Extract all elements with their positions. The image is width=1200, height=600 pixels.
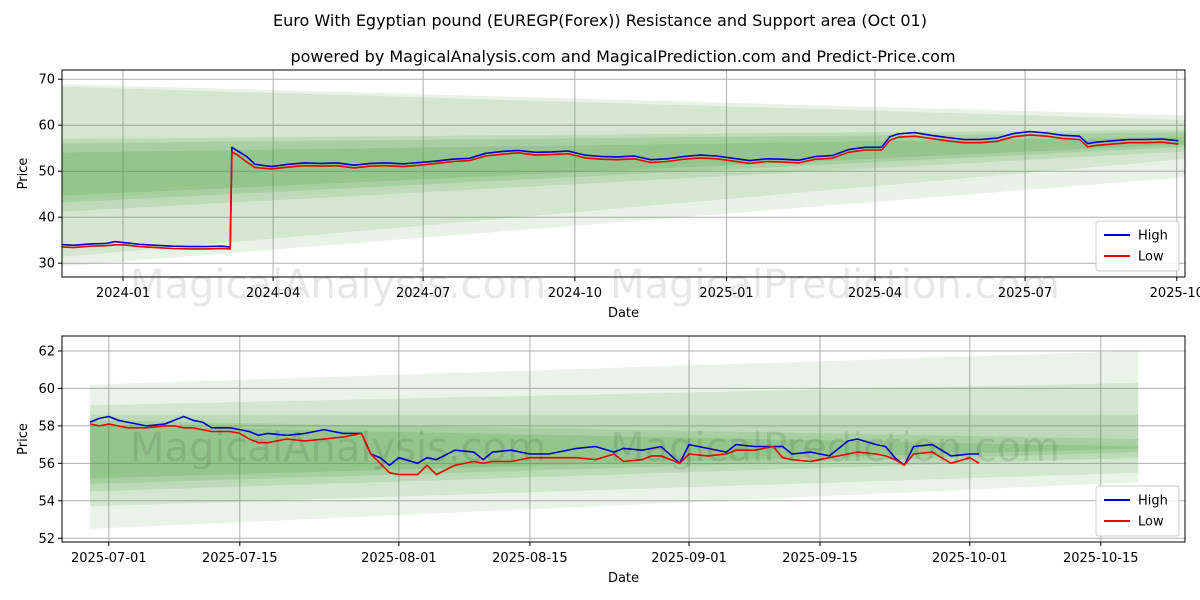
legend-label-low: Low	[1138, 515, 1164, 530]
chart-panel-full-history: MagicalAnalysis.com MagicalPrediction.com…	[16, 69, 1200, 321]
x-tick-label: 2024-01	[96, 286, 150, 301]
support-resistance-band	[62, 84, 1185, 267]
y-tick-label: 40	[38, 211, 55, 226]
legend: High Low	[1095, 485, 1180, 537]
y-axis-label: Price	[16, 158, 31, 190]
legend-label-low: Low	[1138, 250, 1164, 265]
y-tick-label: 70	[38, 73, 55, 88]
y-tick-label: 50	[38, 165, 55, 180]
support-resistance-band	[90, 382, 1139, 507]
x-tick-label: 2025-10-15	[1063, 551, 1139, 566]
x-tick-label: 2024-04	[246, 286, 300, 301]
chart-subtitle: powered by MagicalAnalysis.com and Magic…	[290, 47, 955, 66]
legend: High Low	[1095, 220, 1180, 272]
x-tick-label: 2025-04	[848, 286, 902, 301]
x-tick-label: 2025-07	[998, 286, 1052, 301]
series-line-low	[89, 423, 980, 476]
axes-frame	[61, 69, 1186, 278]
x-tick-label: 2025-08-01	[361, 551, 437, 566]
x-tick-label: 2025-08-15	[492, 551, 568, 566]
plot-area	[62, 336, 1185, 542]
y-tick-label: 58	[38, 419, 55, 434]
x-tick-label: 2025-01	[699, 286, 753, 301]
series-line-high	[89, 415, 980, 466]
y-tick-label: 30	[38, 257, 55, 272]
legend-label-high: High	[1138, 494, 1168, 509]
x-tick-label: 2024-07	[396, 286, 450, 301]
x-tick-label: 2025-07-01	[71, 551, 147, 566]
axes-frame	[61, 335, 1186, 543]
y-tick-label: 60	[38, 382, 55, 397]
chart-panel-recent-zoom: MagicalAnalysis.com MagicalPrediction.com…	[16, 335, 1186, 586]
x-axis-label: Date	[608, 306, 639, 321]
chart-title: Euro With Egyptian pound (EUREGP(Forex))…	[273, 11, 927, 30]
x-tick-label: 2025-09-01	[651, 551, 727, 566]
series-line-high	[62, 130, 1179, 248]
support-resistance-band	[62, 129, 1185, 212]
y-tick-label: 54	[38, 494, 55, 509]
watermark: MagicalAnalysis.com	[130, 425, 546, 471]
x-tick-label: 2025-09-15	[782, 551, 858, 566]
legend-label-high: High	[1138, 229, 1168, 244]
plot-area	[62, 70, 1185, 277]
x-tick-label: 2025-07-15	[202, 551, 278, 566]
x-axis-label: Date	[608, 571, 639, 586]
y-axis-label: Price	[16, 423, 31, 455]
support-resistance-band	[90, 350, 1139, 529]
support-resistance-band	[62, 86, 1185, 258]
watermark: MagicalPrediction.com	[610, 425, 1060, 471]
y-tick-label: 52	[38, 532, 55, 547]
watermark: MagicalAnalysis.com	[130, 262, 546, 308]
x-tick-label: 2024-10	[548, 286, 602, 301]
support-resistance-band	[62, 136, 1185, 196]
y-tick-label: 62	[38, 344, 55, 359]
legend-box	[1095, 485, 1180, 537]
series-line-low	[62, 134, 1179, 250]
legend-box	[1095, 220, 1180, 272]
y-tick-label: 56	[38, 457, 55, 472]
x-tick-label: 2025-10	[1150, 286, 1200, 301]
x-tick-label: 2025-10-01	[932, 551, 1008, 566]
watermark: MagicalPrediction.com	[610, 262, 1060, 308]
support-resistance-band	[62, 132, 1185, 203]
y-tick-label: 60	[38, 119, 55, 134]
